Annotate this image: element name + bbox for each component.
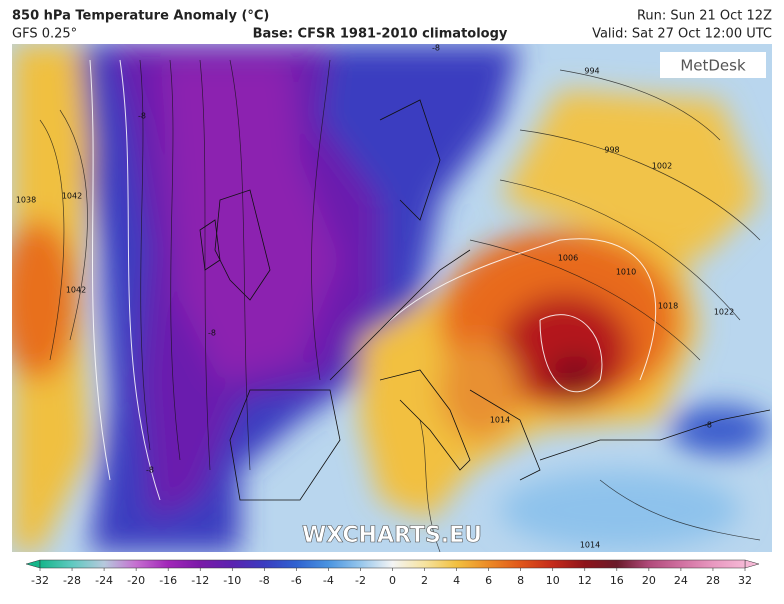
colorbar-tick-label: 4: [453, 574, 460, 587]
colorbar-tick-label: -8: [259, 574, 270, 587]
logo-box: [660, 52, 766, 78]
colorbar-tick-label: 12: [578, 574, 592, 587]
contour-label: 1038: [16, 196, 36, 205]
model: GFS 0.25°: [12, 27, 77, 42]
contour-label: -8: [704, 421, 712, 430]
colorbar-min-arrow: [25, 559, 41, 569]
colorbar-tick-label: -4: [323, 574, 334, 587]
colorbar: -32 -28 -24 -20 -16 -12 -10 -8 -6 -4 -2 0 2 4 6 8 10 12 16…: [25, 559, 760, 587]
colorbar-tick-label: -6: [291, 574, 302, 587]
logo: MetDesk: [680, 57, 746, 75]
contour-label: 1002: [652, 162, 672, 171]
contour-label: -8: [138, 112, 146, 121]
colorbar-tick-label: 8: [517, 574, 524, 587]
contour-label: 998: [604, 146, 619, 155]
colorbar-tick-label: -20: [127, 574, 145, 587]
contour-label: 1014: [580, 541, 600, 550]
contour-label: 994: [584, 67, 599, 76]
colorbar-tick-label: 2: [421, 574, 428, 587]
contour-label: 1042: [62, 192, 82, 201]
contour-label: -8: [432, 44, 440, 53]
run: Run: Sun 21 Oct 12Z: [637, 9, 772, 24]
watermark: WXCHARTS.EU: [302, 523, 482, 548]
contour-label: 1006: [558, 254, 578, 263]
colorbar-tick-label: 20: [642, 574, 656, 587]
coastlines: [199, 99, 771, 501]
contour-labels: 1038 1042 1042 -8 -8 -8 -8 -8 994 998 1002 1006 1010…: [16, 44, 734, 550]
contour-label: -8: [146, 466, 154, 475]
contour-label: 1014: [490, 416, 510, 425]
colorbar-tick-label: -28: [63, 574, 81, 587]
colorbar-tick-label: -32: [31, 574, 49, 587]
contour-label: 1042: [66, 286, 86, 295]
base: Base: CFSR 1981-2010 climatology: [253, 27, 508, 42]
valid: Valid: Sat 27 Oct 12:00 UTC: [592, 27, 772, 42]
contour-label: 1018: [658, 302, 678, 311]
colorbar-tick-label: -2: [355, 574, 366, 587]
colorbar-tick-label: 24: [674, 574, 688, 587]
map: [12, 44, 772, 552]
contour-label: 1010: [616, 268, 636, 277]
colorbar-tick-label: -10: [223, 574, 241, 587]
colorbar-tick-label: 28: [706, 574, 720, 587]
anomaly-field: [12, 44, 770, 552]
title: 850 hPa Temperature Anomaly (°C): [12, 9, 269, 24]
colorbar-tick-label: -16: [159, 574, 177, 587]
colorbar-tick-label: 0: [389, 574, 396, 587]
colorbar-tick-label: -12: [191, 574, 209, 587]
colorbar-tick-label: 32: [738, 574, 752, 587]
colorbar-tick-label: -24: [95, 574, 113, 587]
colorbar-max-arrow: [744, 559, 760, 569]
contour-label: -8: [208, 329, 216, 338]
isobars: [39, 59, 761, 552]
contour-label: 1022: [714, 308, 734, 317]
colorbar-tick-label: 6: [485, 574, 492, 587]
colorbar-ramp: [39, 559, 746, 569]
colorbar-tick-label: 16: [610, 574, 624, 587]
colorbar-tick-label: 10: [546, 574, 560, 587]
